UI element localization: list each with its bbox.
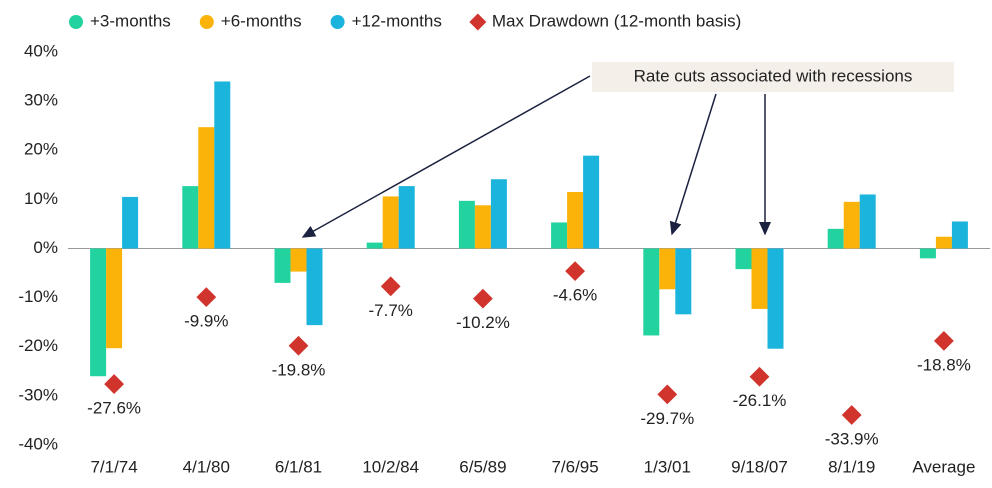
y-tick-label: 0% [33, 238, 58, 257]
bar [551, 222, 568, 249]
annotation-arrows [301, 75, 771, 238]
bar [659, 248, 676, 290]
x-tick-label: 4/1/80 [183, 457, 230, 476]
bar [458, 200, 475, 249]
x-tick-label: 10/2/84 [362, 457, 419, 476]
data-label: -4.6% [553, 286, 597, 305]
drawdown-marker [104, 374, 124, 394]
legend-label: +3-months [90, 11, 171, 30]
drawdown-marker [657, 384, 678, 405]
y-tick-label: -30% [18, 385, 58, 404]
y-tick-label: 40% [24, 41, 58, 60]
data-label: -10.2% [456, 313, 510, 332]
data-label: -27.6% [87, 399, 141, 418]
x-tick-label: 6/5/89 [459, 457, 506, 476]
y-tick-label: 10% [24, 189, 58, 208]
legend-label: +6-months [221, 11, 302, 30]
x-tick-label: 6/1/81 [275, 457, 322, 476]
drawdown-marker [841, 405, 862, 425]
bar [751, 248, 768, 309]
bar [382, 196, 399, 249]
x-tick-label: 7/6/95 [551, 457, 598, 476]
bar [583, 155, 600, 249]
drawdown-marker [196, 287, 217, 308]
bar [90, 248, 107, 377]
drawdown-marker [934, 330, 954, 351]
legend-label: +12-months [352, 11, 442, 30]
data-label: -29.7% [640, 409, 694, 428]
x-tick-label: 1/3/01 [644, 457, 691, 476]
bar [735, 248, 752, 270]
bar [567, 192, 584, 249]
bar [274, 248, 291, 283]
x-tick-label: 8/1/19 [828, 457, 875, 476]
y-tick-label: -20% [18, 336, 58, 355]
data-label: -18.8% [917, 355, 971, 374]
data-label: -33.9% [825, 430, 879, 449]
bar [474, 205, 491, 249]
bar [767, 248, 784, 349]
data-label: -19.8% [272, 360, 326, 379]
annotation-box [592, 62, 954, 92]
bar [675, 248, 692, 315]
legend-marker [199, 15, 214, 29]
bar [214, 81, 231, 249]
annotation: Rate cuts associated with recessions [634, 66, 913, 85]
y-tick-label: -40% [18, 434, 58, 453]
x-tick-label: Average [912, 457, 975, 476]
x-tick-label: 9/18/07 [731, 457, 788, 476]
bar [306, 248, 323, 326]
bar [106, 248, 123, 349]
bar [827, 228, 844, 249]
drawdown-marker [565, 261, 585, 281]
bar [935, 236, 952, 249]
drawdown-marker [288, 335, 309, 356]
bar [859, 194, 876, 249]
bar [398, 186, 415, 249]
legend-marker [330, 15, 345, 29]
bar [122, 196, 139, 249]
data-label: -9.9% [184, 312, 228, 331]
drawdown-marker [473, 288, 493, 309]
y-tick-label: 20% [24, 140, 58, 159]
bar [366, 242, 383, 249]
legend-marker [469, 13, 487, 31]
drawdown-marker [380, 276, 401, 297]
bar [843, 201, 860, 249]
drawdown-marker [749, 366, 770, 387]
y-tick-label: -10% [18, 287, 58, 306]
bar [919, 248, 936, 259]
y-tick-label: 30% [24, 91, 58, 110]
legend-marker [69, 15, 83, 29]
bar [290, 248, 307, 272]
legend-label: Max Drawdown (12-month basis) [492, 11, 741, 30]
bar [643, 248, 660, 336]
bar [490, 179, 507, 249]
data-label: -7.7% [368, 301, 412, 320]
data-label: -26.1% [733, 391, 787, 410]
x-tick-label: 7/1/74 [90, 457, 137, 476]
bar [198, 127, 215, 249]
bar [182, 186, 199, 249]
bar [951, 221, 968, 249]
